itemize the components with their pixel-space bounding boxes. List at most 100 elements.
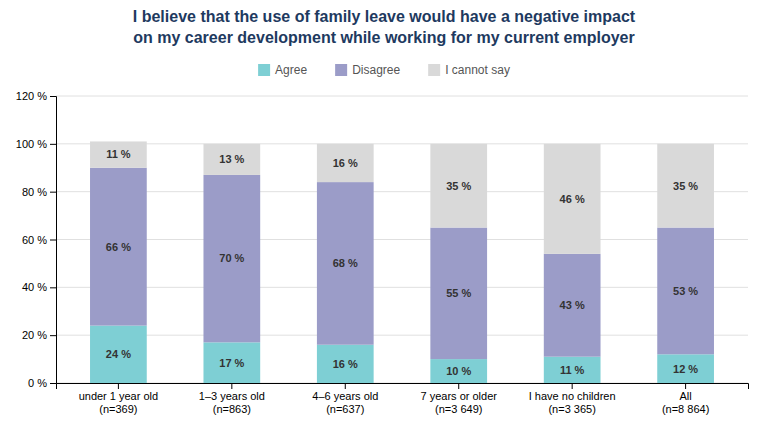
bar-segment [317,345,374,383]
bar-segment [317,144,374,182]
y-tick-label: 40 % [22,281,47,293]
bar-segment [430,359,487,383]
bar-segment [430,144,487,228]
x-axis: under 1 year old(n=369) 1–3 years old(n=8… [57,383,749,415]
y-tick: 120 % [16,90,56,102]
y-tick: 80 % [22,186,56,198]
legend: Agree Disagree I cannot say [258,63,510,77]
bar-segment [203,175,260,342]
x-tick-label: 1–3 years old(n=863) [199,390,265,415]
x-tick: 4–6 years old(n=637) [312,383,378,415]
y-tick-label: 100 % [16,138,47,150]
data-label: 11 % [560,364,585,376]
bar-segment [90,168,147,326]
grid-line [56,239,748,240]
y-axis: 0 % 20 % 40 % 60 % 80 % 100 % 120 % [16,90,57,389]
legend-item: I cannot say [428,63,510,77]
y-tick-label: 80 % [22,186,47,198]
bars [90,141,714,383]
legend-label: Agree [275,63,307,77]
chart: I believe that the use of family leave w… [0,0,768,433]
y-tick-mark [50,383,56,384]
bar-segment [317,182,374,345]
x-tick-mark [345,383,346,389]
x-tick-label: under 1 year old(n=369) [79,390,159,415]
y-axis-line [50,97,57,384]
bar-segment [657,228,714,355]
grid-line [56,143,748,144]
y-tick-mark [50,335,56,336]
x-tick: 7 years or older(n=3 649) [421,383,498,415]
y-tick-mark [50,144,56,145]
legend-label: I cannot say [445,63,510,77]
legend-swatch [335,64,347,76]
y-tick: 60 % [22,234,56,246]
y-tick-label: 20 % [22,329,47,341]
y-tick: 20 % [22,329,56,341]
data-label: 12 % [673,363,698,375]
data-label: 10 % [446,365,471,377]
grid-line [56,335,748,336]
bar-segment [657,354,714,383]
data-label: 55 % [446,287,471,299]
x-tick: under 1 year old(n=369) [79,383,159,415]
title: I believe that the use of family leave w… [133,8,636,46]
x-tick-mark [118,383,119,389]
legend-item: Agree [258,63,307,77]
bar-segment [544,357,601,383]
bar-segment [90,141,147,167]
x-tick: All(n=8 864) [662,383,709,415]
data-label: 53 % [673,285,698,297]
bar-segment [657,144,714,228]
legend-swatch [258,64,270,76]
data-label: 17 % [219,357,244,369]
bar-segment [544,144,601,254]
y-tick: 100 % [16,138,56,150]
x-tick-mark [685,383,686,389]
data-label: 24 % [106,348,131,360]
legend-label: Disagree [352,63,400,77]
data-label: 16 % [333,358,358,370]
bar-segment [203,144,260,175]
grid-line [56,191,748,192]
data-label: 11 % [106,148,131,160]
data-label: 16 % [333,157,358,169]
bar-segment [430,228,487,360]
y-tick-mark [50,192,56,193]
x-tick-label: 7 years or older(n=3 649) [421,390,498,415]
data-label: 46 % [560,193,585,205]
y-tick-mark [50,240,56,241]
y-tick-mark [50,96,56,97]
x-axis-line [57,384,749,390]
grid-line [56,96,748,97]
x-tick-label: 4–6 years old(n=637) [312,390,378,415]
plot: 24 % 17 % 16 % 10 % 11 % 12 % 66 % 70 % 68 % 55 %… [16,90,749,415]
y-tick-label: 60 % [22,234,47,246]
x-tick: I have no children(n=3 365) [529,383,616,415]
x-tick-mark [572,383,573,389]
y-tick-label: 120 % [16,90,47,102]
y-tick-label: 0 % [28,377,47,389]
data-labels: 24 % 17 % 16 % 10 % 11 % 12 % 66 % 70 % 68 % 55 %… [106,148,699,376]
grid [56,96,748,383]
legend-item: Disagree [335,63,400,77]
x-tick-mark [231,383,232,389]
data-label: 66 % [106,241,131,253]
data-label: 35 % [446,180,471,192]
bar-segment [90,326,147,383]
data-label: 70 % [219,252,244,264]
y-tick: 0 % [28,377,56,389]
x-tick: 1–3 years old(n=863) [199,383,265,415]
x-tick-label: All(n=8 864) [662,390,709,415]
y-tick: 40 % [22,281,56,293]
bar-segment [544,254,601,357]
legend-swatch [428,64,440,76]
data-label: 35 % [673,180,698,192]
grid-line [56,287,748,288]
bar-segment [203,342,260,383]
x-tick-mark [458,383,459,389]
data-label: 43 % [560,299,585,311]
data-label: 13 % [219,153,244,165]
data-label: 68 % [333,257,358,269]
y-tick-mark [50,287,56,288]
